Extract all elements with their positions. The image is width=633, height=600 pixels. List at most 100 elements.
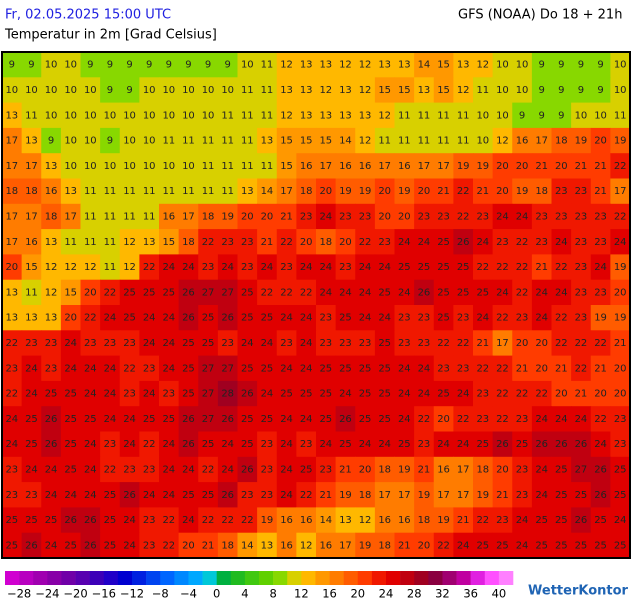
- colorbar-swatch: [386, 571, 401, 585]
- temperature-cell: [100, 254, 121, 281]
- colorbar-swatch: [414, 571, 429, 585]
- temperature-cell: [473, 279, 494, 306]
- temperature-value: 22: [614, 211, 627, 222]
- temperature-cell: [296, 380, 317, 407]
- temperature-value: 17: [437, 161, 450, 172]
- colorbar-swatch: [357, 571, 373, 585]
- temperature-cell: [139, 153, 160, 179]
- temperature-value: 18: [319, 237, 332, 248]
- temperature-value: 27: [221, 363, 234, 374]
- temperature-value: 24: [516, 540, 529, 551]
- temperature-value: 13: [300, 110, 313, 121]
- temperature-value: 23: [437, 363, 450, 374]
- temperature-value: 16: [280, 515, 293, 526]
- temperature-value: 25: [64, 389, 77, 400]
- temperature-cell: [512, 456, 533, 483]
- temperature-cell: [453, 482, 474, 508]
- temperature-cell: [178, 102, 199, 129]
- temperature-value: 23: [339, 262, 352, 273]
- temperature-cell: [119, 507, 140, 534]
- temperature-cell: [237, 77, 258, 104]
- temperature-value: 11: [614, 110, 627, 121]
- temperature-value: 24: [398, 363, 411, 374]
- temperature-cell: [492, 279, 513, 306]
- temperature-value: 19: [418, 490, 431, 501]
- temperature-value: 24: [555, 237, 568, 248]
- temperature-cell: [276, 406, 297, 432]
- temperature-cell: [453, 77, 474, 104]
- temperature-cell: [159, 229, 180, 255]
- temperature-value: 24: [555, 287, 568, 298]
- temperature-value: 11: [202, 136, 215, 147]
- temperature-cell: [119, 254, 140, 281]
- temperature-value: 11: [241, 110, 254, 121]
- temperature-cell: [355, 102, 376, 129]
- colorbar-swatch: [216, 571, 232, 585]
- temperature-cell: [590, 102, 611, 129]
- temperature-value: 22: [496, 313, 509, 324]
- temperature-cell: [139, 203, 160, 230]
- temperature-value: 25: [339, 439, 352, 450]
- temperature-value: 25: [418, 262, 431, 273]
- temperature-cell: [41, 52, 62, 78]
- temperature-cell: [237, 52, 258, 78]
- temperature-cell: [276, 229, 297, 255]
- temperature-value: 10: [64, 110, 77, 121]
- temperature-cell: [374, 102, 395, 129]
- temperature-cell: [296, 153, 317, 179]
- temperature-cell: [100, 456, 121, 483]
- temperature-cell: [41, 482, 62, 508]
- temperature-value: 17: [457, 464, 470, 475]
- temperature-value: 24: [339, 389, 352, 400]
- temperature-value: 24: [516, 211, 529, 222]
- temperature-value: 22: [516, 287, 529, 298]
- temperature-value: 17: [182, 211, 195, 222]
- temperature-value: 9: [9, 60, 15, 71]
- temperature-cell: [433, 355, 454, 382]
- temperature-cell: [159, 406, 180, 432]
- temperature-value: 25: [241, 287, 254, 298]
- temperature-cell: [198, 127, 219, 154]
- temperature-cell: [60, 254, 81, 281]
- temperature-value: 12: [45, 287, 58, 298]
- temperature-value: 13: [300, 60, 313, 71]
- temperature-value: 25: [241, 363, 254, 374]
- temperature-cell: [453, 153, 474, 179]
- temperature-value: 24: [476, 313, 489, 324]
- temperature-value: 25: [319, 414, 332, 425]
- temperature-value: 24: [84, 490, 97, 501]
- temperature-value: 11: [261, 60, 274, 71]
- temperature-value: 24: [64, 363, 77, 374]
- temperature-value: 23: [594, 237, 607, 248]
- temperature-value: 24: [398, 389, 411, 400]
- temperature-value: 24: [162, 338, 175, 349]
- temperature-cell: [296, 178, 317, 205]
- temperature-value: 20: [496, 464, 509, 475]
- temperature-cell: [335, 127, 356, 154]
- temperature-cell: [453, 355, 474, 382]
- temperature-cell: [237, 355, 258, 382]
- temperature-cell: [551, 380, 572, 407]
- temperature-value: 26: [496, 439, 509, 450]
- temperature-value: 20: [614, 363, 627, 374]
- temperature-cell: [433, 102, 454, 129]
- colorbar-tick-label: 4: [241, 587, 248, 600]
- temperature-value: 16: [300, 161, 313, 172]
- temperature-cell: [139, 127, 160, 154]
- temperature-cell: [414, 203, 435, 230]
- temperature-cell: [610, 330, 631, 357]
- temperature-cell: [355, 532, 376, 559]
- temperature-value: 11: [221, 186, 234, 197]
- temperature-value: 25: [104, 490, 117, 501]
- temperature-cell: [551, 178, 572, 205]
- temperature-cell: [178, 77, 199, 104]
- temperature-cell: [571, 380, 592, 407]
- temperature-value: 11: [162, 136, 175, 147]
- temperature-value: 24: [418, 363, 431, 374]
- temperature-value: 19: [398, 464, 411, 475]
- temperature-value: 18: [378, 540, 391, 551]
- temperature-value: 10: [162, 161, 175, 172]
- temperature-value: 11: [261, 85, 274, 96]
- temperature-cell: [473, 77, 494, 104]
- temperature-value: 15: [319, 136, 332, 147]
